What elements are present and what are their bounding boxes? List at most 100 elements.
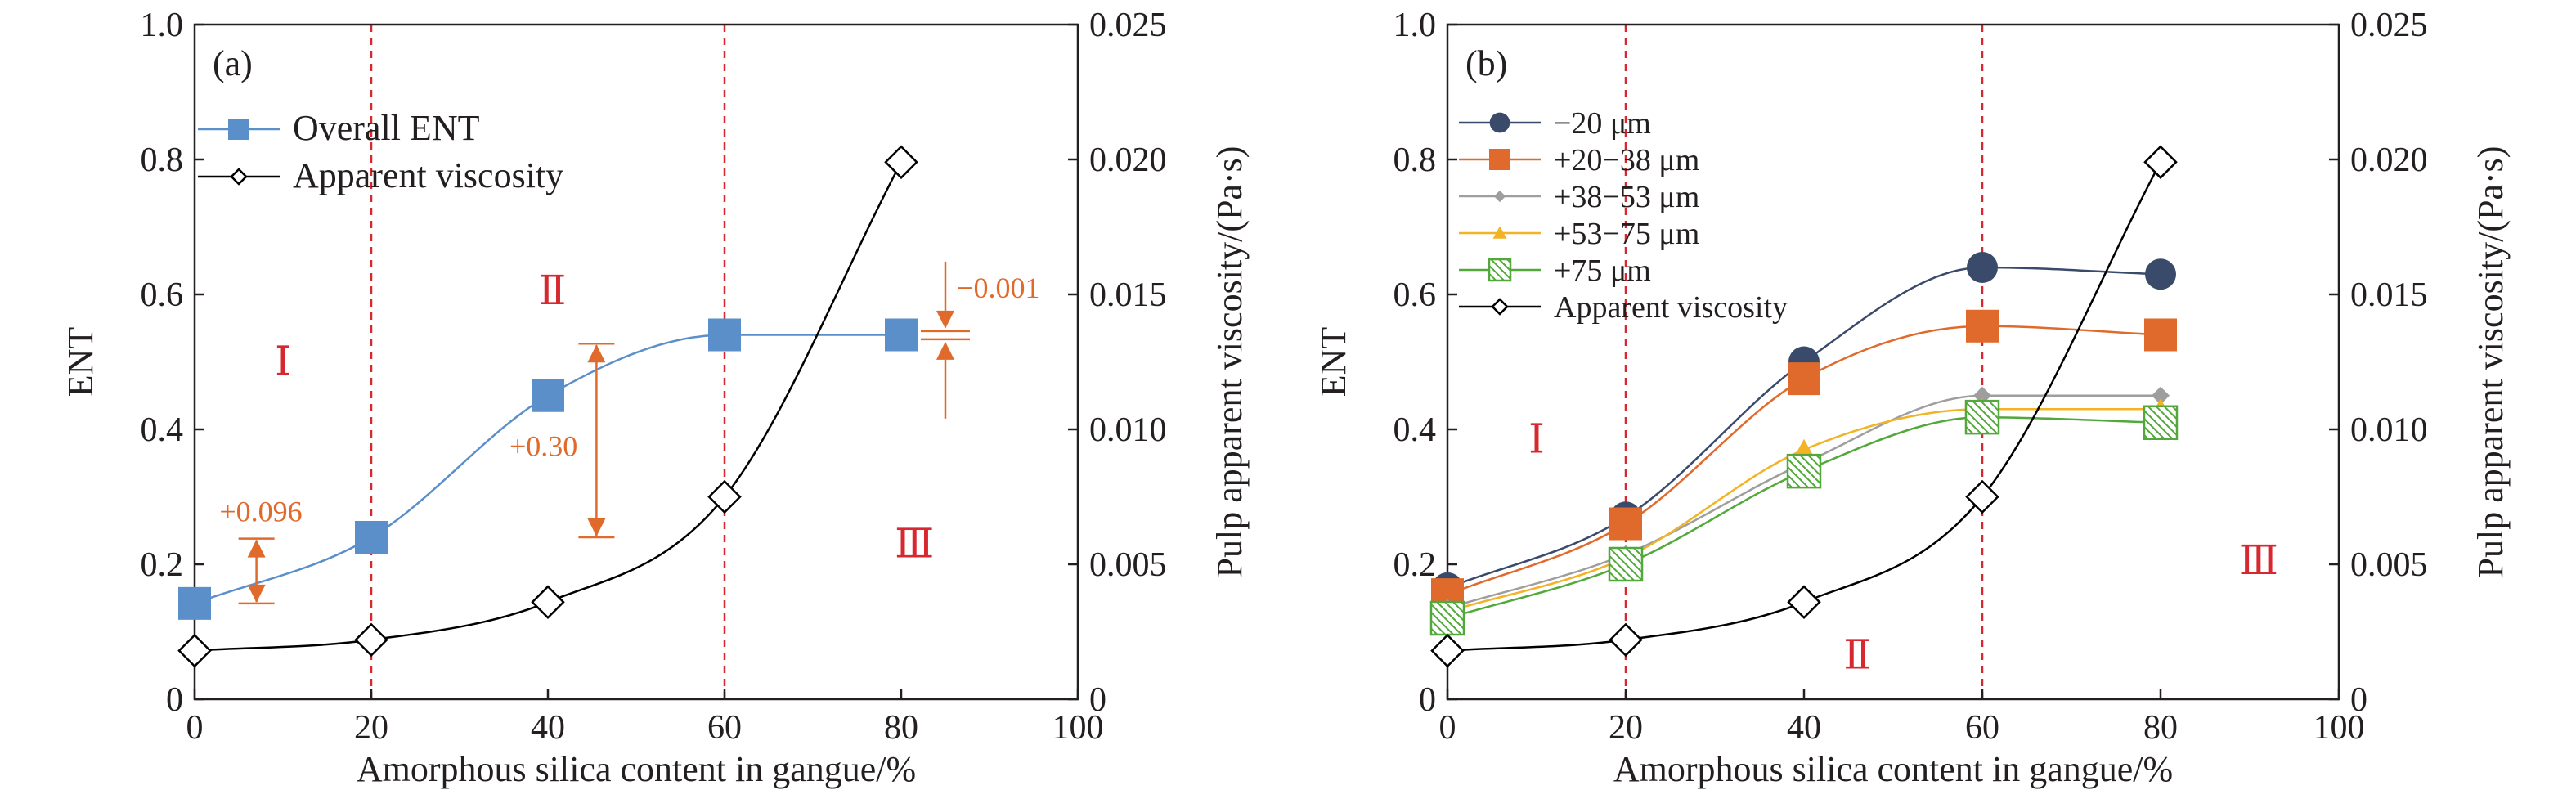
data-point-overall-ent xyxy=(532,379,564,412)
data-point-apparent-viscosity xyxy=(354,622,388,658)
plot-frame xyxy=(1446,23,2340,701)
x-tick-label: 60 xyxy=(707,709,742,747)
legend-label-53-75-um: +53−75 μm xyxy=(1554,217,1699,251)
series-line-apparent-viscosity xyxy=(194,161,903,652)
x-tick-label: 80 xyxy=(884,709,918,747)
legend-marker-20-um xyxy=(1489,112,1510,133)
y-tick-label: 0.8 xyxy=(141,141,184,179)
data-point-75-um xyxy=(1786,453,1822,489)
data-point-overall-ent xyxy=(885,318,918,352)
y2-axis-label: Pulp apparent viscosity/(Pa·s) xyxy=(2471,146,2511,578)
x-tick-label: 60 xyxy=(1965,709,1999,747)
y2-tick-label: 0.020 xyxy=(1089,141,1167,179)
x-tick-label: 0 xyxy=(186,709,204,747)
data-point-75-um xyxy=(1608,546,1644,582)
region-label: Ⅲ xyxy=(2239,537,2278,583)
annotation-arrowhead xyxy=(247,539,266,558)
annotation-arrowhead xyxy=(247,584,266,603)
x-tick-label: 40 xyxy=(1787,709,1821,747)
annotation-label: +0.096 xyxy=(219,496,302,528)
x-tick-label: 100 xyxy=(1052,709,1104,747)
y-tick-label: 0 xyxy=(166,681,183,719)
y2-tick-label: 0.005 xyxy=(1089,546,1167,584)
legend-label-20-38-um: +20−38 μm xyxy=(1554,143,1699,177)
y-tick-label: 0.4 xyxy=(1393,411,1437,449)
legend: Overall ENT Apparent viscosity xyxy=(198,108,563,195)
legend-marker-overall-ent xyxy=(228,119,249,140)
annotation-arrowhead xyxy=(587,344,606,363)
region-label: Ⅰ xyxy=(1528,415,1545,461)
data-point-overall-ent xyxy=(708,318,741,352)
y2-tick-label: 0.005 xyxy=(2350,546,2428,584)
y2-tick-label: 0.025 xyxy=(2350,7,2428,44)
legend-marker-38-53-um xyxy=(1493,190,1506,203)
legend-marker-apparent-viscosity xyxy=(230,168,248,186)
annotation-label: +0.30 xyxy=(509,430,577,463)
data-point-overall-ent xyxy=(355,521,388,554)
annotation-label: −0.001 xyxy=(957,272,1039,304)
series-line-apparent-viscosity xyxy=(1447,161,2162,652)
y-tick-label: 0.2 xyxy=(141,546,184,584)
y-tick-label: 1.0 xyxy=(1393,7,1437,44)
x-tick-label: 100 xyxy=(2313,709,2365,747)
annotation-arrowhead xyxy=(936,310,954,329)
data-point-apparent-viscosity xyxy=(1430,633,1465,668)
legend-label-20-um: −20 μm xyxy=(1554,106,1651,141)
panel-label: (a) xyxy=(213,43,253,83)
data-point-20-um xyxy=(2145,258,2176,290)
legend-marker-75-um xyxy=(1488,258,1512,282)
legend-label-apparent-viscosity: Apparent viscosity xyxy=(293,155,563,195)
y2-tick-label: 0.010 xyxy=(1089,411,1167,449)
y2-tick-label: 0.025 xyxy=(1089,7,1167,44)
x-tick-label: 20 xyxy=(354,709,388,747)
x-tick-label: 40 xyxy=(531,709,565,747)
annotation-arrowhead xyxy=(936,341,954,360)
x-tick-label: 80 xyxy=(2143,709,2178,747)
data-point-apparent-viscosity xyxy=(884,145,918,180)
data-point-overall-ent xyxy=(178,586,211,620)
x-tick-label: 0 xyxy=(1439,709,1456,747)
y-tick-label: 0.4 xyxy=(141,411,184,449)
data-point-20-38-um xyxy=(1609,507,1642,541)
annotation-arrowhead xyxy=(587,518,606,536)
y2-tick-label: 0.020 xyxy=(2350,141,2428,179)
data-point-apparent-viscosity xyxy=(531,585,565,619)
x-tick-label: 20 xyxy=(1609,709,1643,747)
data-point-20-38-um xyxy=(1788,362,1820,396)
x-axis-label: Amorphous silica content in gangue/% xyxy=(357,749,916,789)
panel-label: (b) xyxy=(1465,43,1507,83)
panel-a-chart: 0 20 40 60 80 10000.20.40.60.81.000.0050.0100… xyxy=(61,7,1250,789)
y-tick-label: 0.6 xyxy=(141,276,184,314)
y-axis-label: ENT xyxy=(1313,327,1353,397)
y-tick-label: 0 xyxy=(1419,681,1436,719)
series-line-overall-ent xyxy=(194,334,901,605)
region-label: Ⅰ xyxy=(275,339,291,384)
data-point-75-um xyxy=(1429,600,1465,636)
y2-tick-label: 0.015 xyxy=(1089,276,1167,314)
data-point-apparent-viscosity xyxy=(1787,585,1821,619)
plot-frame xyxy=(193,23,1079,701)
data-point-apparent-viscosity xyxy=(707,479,742,514)
region-label: Ⅱ xyxy=(1843,631,1871,677)
data-point-20-38-um xyxy=(2144,318,2177,352)
legend-marker-20-38-um xyxy=(1489,149,1510,170)
legend-label-apparent-viscosity: Apparent viscosity xyxy=(1554,290,1788,325)
x-axis-label: Amorphous silica content in gangue/% xyxy=(1613,749,2173,789)
y2-tick-label: 0 xyxy=(2350,681,2367,719)
y2-tick-label: 0 xyxy=(1089,681,1106,719)
legend-marker-53-75-um xyxy=(1492,226,1507,239)
y-tick-label: 0.6 xyxy=(1393,276,1437,314)
y-tick-label: 0.2 xyxy=(1393,546,1437,584)
legend-label-overall-ent: Overall ENT xyxy=(293,108,480,148)
data-point-75-um xyxy=(2143,405,2179,440)
data-point-apparent-viscosity xyxy=(1965,479,1999,514)
legend-label-38-53-um: +38−53 μm xyxy=(1554,180,1699,214)
legend: −20 μm+20−38 μm+38−53 μm+53−75 μm+75 μmA… xyxy=(1459,106,1788,325)
region-label: Ⅲ xyxy=(895,520,934,566)
data-point-apparent-viscosity xyxy=(1609,622,1643,658)
y-tick-label: 1.0 xyxy=(141,7,184,44)
series-line-38-53-um xyxy=(1447,394,2161,609)
region-label: Ⅱ xyxy=(538,267,566,313)
data-point-apparent-viscosity xyxy=(2143,145,2178,180)
